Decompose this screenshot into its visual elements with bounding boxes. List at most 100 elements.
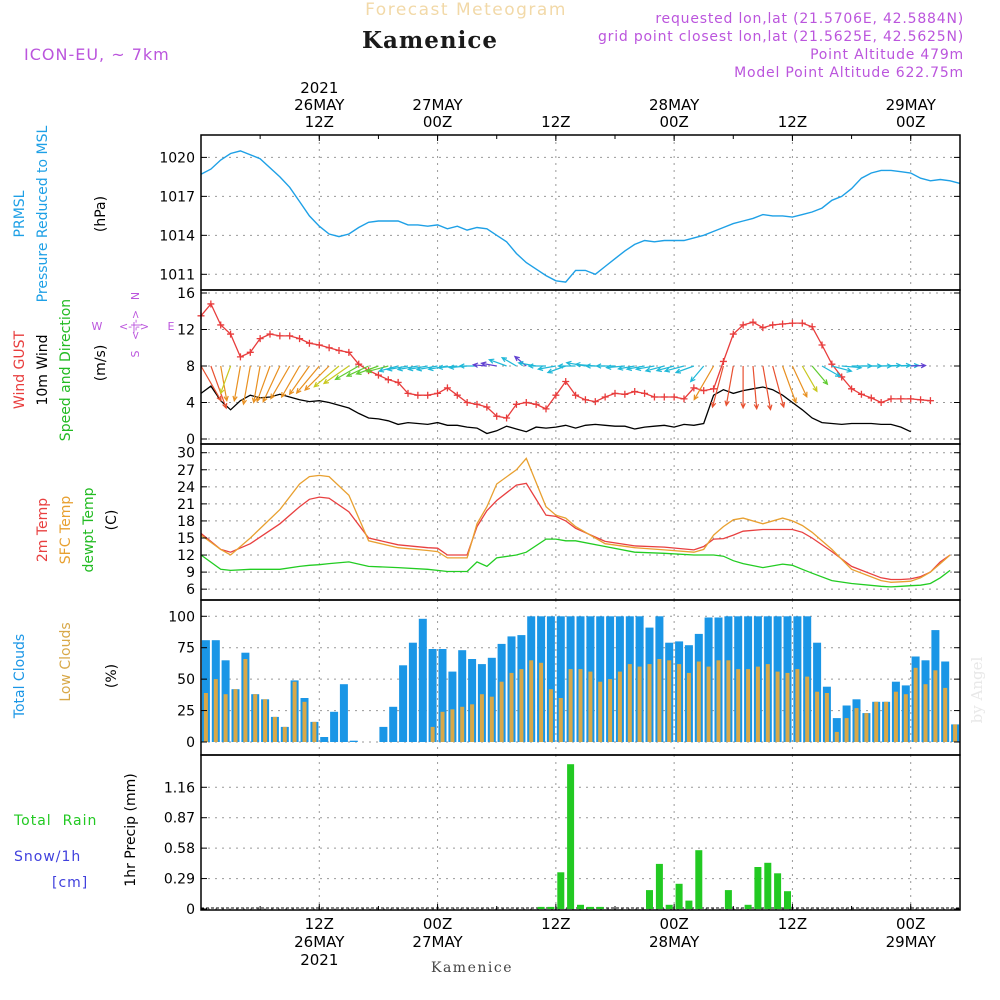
gust-marker xyxy=(670,393,678,401)
time-label-bottom: 12Z xyxy=(541,915,570,933)
gust-marker xyxy=(729,330,737,338)
gust-marker xyxy=(493,412,501,420)
gust-marker xyxy=(759,324,767,332)
y-tick-label-precip: 0.29 xyxy=(164,872,195,888)
pressure-labels: PRMSL Pressure Reduced to MSL (hPa) xyxy=(12,125,109,302)
time-label-bottom: 00Z xyxy=(423,915,452,933)
gust-marker xyxy=(897,395,905,403)
gust-marker xyxy=(788,319,796,327)
compass-n: N xyxy=(129,292,142,300)
wind-direction-arrow xyxy=(304,365,330,391)
low-cloud-bar xyxy=(785,672,790,742)
gust-marker xyxy=(473,400,481,408)
y-tick-label-precip: 0 xyxy=(186,902,195,918)
gust-marker xyxy=(719,357,727,365)
rain-bar xyxy=(665,904,673,909)
total-cloud-bar xyxy=(556,616,565,742)
low-cloud-bar xyxy=(716,660,721,742)
total-cloud-bar xyxy=(339,684,348,742)
time-label-bottom: 2021 xyxy=(300,951,338,969)
gust-marker xyxy=(217,321,225,329)
wind-direction-arrow xyxy=(644,365,665,373)
gust-marker xyxy=(572,391,580,399)
low-cloud-bar xyxy=(795,669,800,742)
wind-direction-arrow xyxy=(724,365,734,407)
wind-direction-arrow xyxy=(219,365,232,395)
y-tick-label-precip: 0.87 xyxy=(164,811,195,827)
time-label-bottom: 12Z xyxy=(305,915,334,933)
low-cloud-bar xyxy=(706,666,711,742)
pressure-line xyxy=(200,150,961,283)
panel-frame-precip xyxy=(200,754,961,911)
model-label: ICON-EU, ~ 7km xyxy=(24,45,170,64)
wind-direction-arrow xyxy=(663,365,685,373)
low-cloud-bar xyxy=(824,693,829,742)
wind-direction-arrow xyxy=(407,365,428,372)
gust-marker xyxy=(710,385,718,393)
y-tick-label-wind: 12 xyxy=(177,323,195,339)
y-tick-label-temperature: 6 xyxy=(186,582,195,598)
low-cloud-bar xyxy=(568,669,573,742)
low-cloud-bar xyxy=(529,660,534,742)
gust-marker xyxy=(434,389,442,397)
rain-bar xyxy=(567,764,575,909)
y-tick-label-clouds: 25 xyxy=(177,704,195,720)
gust-marker xyxy=(808,323,816,331)
wind-direction-arrow xyxy=(625,365,645,372)
y-tick-label-precip: 0.58 xyxy=(164,841,195,857)
pressure-desc-label: Pressure Reduced to MSL xyxy=(35,125,51,302)
low-cloud-bar xyxy=(440,711,445,742)
wind-direction-arrow xyxy=(617,365,635,371)
gust-marker xyxy=(236,353,244,361)
gust-marker xyxy=(256,335,264,343)
low-cloud-bar xyxy=(460,706,465,742)
low-cloud-bar xyxy=(884,701,889,742)
gust-marker xyxy=(296,335,304,343)
low-cloud-bar xyxy=(243,659,248,742)
wind-direction-arrow xyxy=(313,365,340,388)
low-cloud-bar xyxy=(844,718,849,742)
time-label-top: 12Z xyxy=(541,113,570,131)
total-cloud-bar xyxy=(320,737,329,742)
wind-direction-arrow xyxy=(811,365,829,386)
wind-direction-arrow xyxy=(288,365,310,396)
wind-direction-arrow xyxy=(251,365,261,404)
total-cloud-bar xyxy=(408,642,417,742)
prmsl-label: PRMSL xyxy=(12,190,28,237)
gust-marker xyxy=(522,399,530,406)
time-label-top: 12Z xyxy=(305,113,334,131)
wind-direction-arrow xyxy=(386,365,409,372)
wind-direction-arrow xyxy=(480,361,497,367)
gust-marker xyxy=(798,319,806,327)
gust-marker xyxy=(246,348,254,356)
wind-direction-arrow xyxy=(674,365,695,374)
gust-marker xyxy=(700,387,708,395)
model-altitude: Model Point Altitude 622.75m xyxy=(734,65,964,81)
panel-frame-temperature xyxy=(200,443,961,601)
gust-marker xyxy=(660,393,668,401)
gust-marker xyxy=(315,341,323,349)
total-cloud-bar xyxy=(458,650,467,742)
gust-marker xyxy=(917,396,925,404)
low-cloud-bar xyxy=(903,694,908,742)
rain-bar xyxy=(764,862,772,909)
dewpt-label: dewpt Temp xyxy=(81,487,97,572)
low-cloud-bar xyxy=(598,681,603,742)
t2m-label: 2m Temp xyxy=(35,498,51,562)
gust-marker xyxy=(483,403,491,411)
total-cloud-bar xyxy=(546,616,555,742)
gust-marker xyxy=(266,330,274,338)
wind10-line xyxy=(200,385,911,435)
time-label-bottom: 29MAY xyxy=(886,933,937,951)
total-cloud-bar xyxy=(399,665,408,742)
wind-direction-arrow xyxy=(772,365,786,409)
low-cloud-bar xyxy=(686,672,691,742)
wind-gust-label: Wind GUST xyxy=(12,330,28,409)
gust-marker xyxy=(650,393,658,401)
dewpt-line xyxy=(200,538,951,588)
gust-marker xyxy=(503,414,511,422)
compass-w: W xyxy=(92,320,103,333)
gust-marker xyxy=(512,400,520,408)
gust-marker xyxy=(621,390,629,398)
